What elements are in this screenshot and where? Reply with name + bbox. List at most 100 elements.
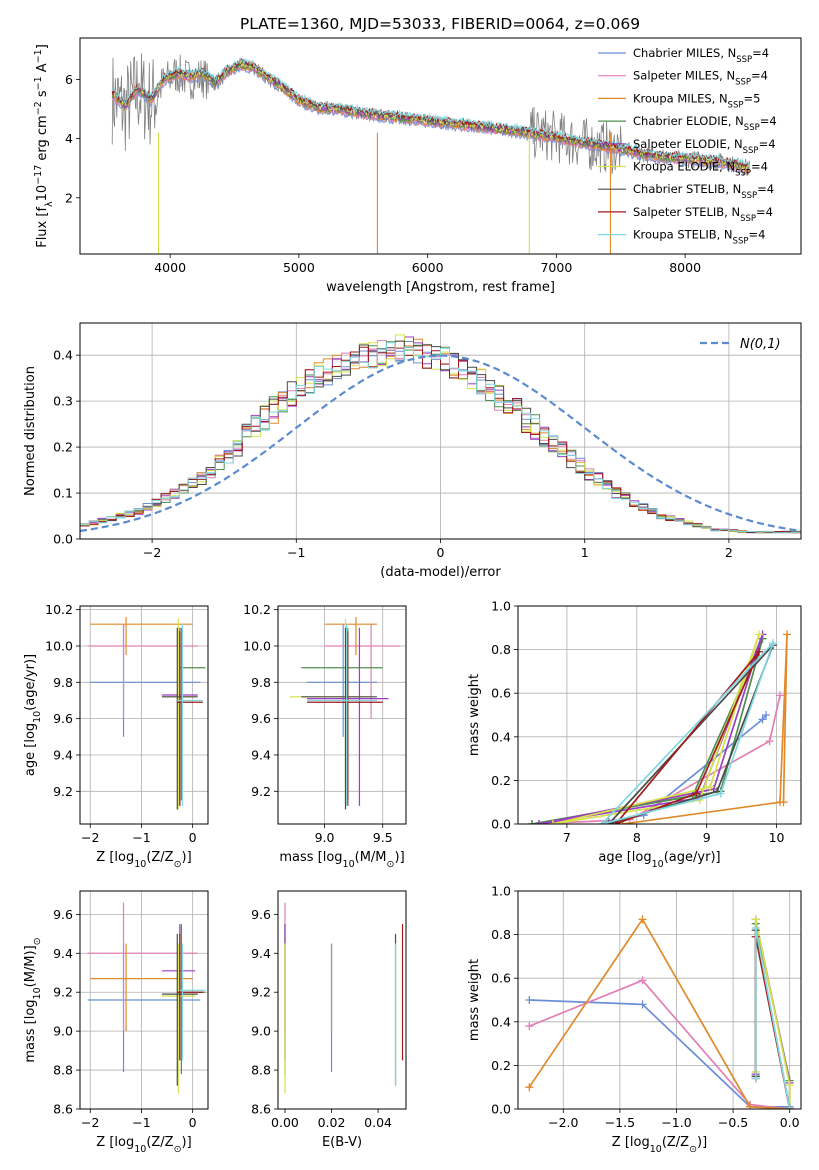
y-tick-label: 8.6 <box>251 1102 271 1117</box>
weight-line-7 <box>615 651 760 824</box>
y-tick-label: 0.8 <box>491 927 511 942</box>
y-tick-label: 0.1 <box>53 486 73 501</box>
axes-frame <box>277 890 407 1110</box>
x-tick-label: 7000 <box>540 260 572 275</box>
weight-marker <box>751 1074 760 1083</box>
legend-label: Salpeter ELODIE, NSSP=4 <box>633 137 776 156</box>
x-axis-label: Z [log10(Z/Z⊙)] <box>96 1135 191 1155</box>
y-tick-label: 8.8 <box>251 1063 271 1078</box>
x-tick-label: 0 <box>189 830 197 845</box>
legend-label: Chabrier MILES, NSSP=4 <box>633 46 769 65</box>
plot-area <box>525 915 794 1109</box>
weight-line-5 <box>552 634 760 824</box>
x-axis-label: mass [log10(M/M⊙)] <box>279 850 404 870</box>
weight-marker <box>638 1000 647 1009</box>
legend-label: Kroupa MILES, NSSP=5 <box>633 91 760 110</box>
x-tick-label: 0.04 <box>364 1115 392 1130</box>
x-tick-label: 8 <box>633 830 641 845</box>
y-tick-label: 0.0 <box>53 532 73 547</box>
errorbar-point-2 <box>90 616 193 656</box>
weight-marker <box>751 924 760 933</box>
legend-label: N(0,1) <box>740 337 781 352</box>
axes-frame <box>79 605 209 825</box>
weight-marker <box>755 647 764 656</box>
y-axis-label: mass weight <box>467 674 482 756</box>
plot-area <box>289 616 401 810</box>
weight-marker <box>746 1102 755 1109</box>
x-tick-label: −1 <box>132 830 150 845</box>
y-tick-label: 1.0 <box>491 599 511 614</box>
y-axis-label: Normed distribution <box>23 366 38 496</box>
y-axis-label: mass weight <box>467 959 482 1041</box>
weight-marker <box>527 820 536 824</box>
errorbar-point-8 <box>179 943 206 1061</box>
y-tick-label: 0.0 <box>491 1102 511 1117</box>
weight-line-2 <box>528 917 790 1109</box>
y-tick-label: 0.4 <box>491 729 511 744</box>
y-tick-label: 10.2 <box>45 602 73 617</box>
plot-area <box>284 902 404 1094</box>
errorbar-point-5 <box>161 618 196 810</box>
weight-line-2 <box>622 634 788 824</box>
weight-marker <box>716 789 725 798</box>
x-tick-label: 0 <box>437 545 445 560</box>
y-tick-label: 9.4 <box>251 946 271 961</box>
y-tick-label: 9.6 <box>251 711 271 726</box>
weight-marker <box>762 711 771 719</box>
y-tick-label: 9.8 <box>53 675 73 690</box>
x-tick-label: 6000 <box>412 260 444 275</box>
plot-area <box>527 630 792 824</box>
weight-marker <box>611 820 620 824</box>
weight-marker <box>548 820 557 824</box>
x-tick-label: 0.00 <box>271 1115 299 1130</box>
x-tick-label: 9 <box>703 830 711 845</box>
axes-frame <box>517 605 802 825</box>
histogram-8 <box>80 342 801 539</box>
y-tick-label: 0.0 <box>491 817 511 832</box>
y-tick-label: 1.0 <box>491 884 511 899</box>
x-axis-label: E(B-V) <box>322 1135 362 1150</box>
legend-label: Kroupa STELIB, NSSP=4 <box>633 228 765 247</box>
chart-panel-residuals: −2 −1 0 1 2 0.0 0.1 0.2 0.3 0.4 (data-model)/error… <box>23 322 802 580</box>
x-tick-label: 5000 <box>283 260 315 275</box>
axes-frame <box>79 37 802 255</box>
y-tick-label: 10.0 <box>45 638 73 653</box>
chart-panel-mass-vs-ebv: 0.00 0.02 0.04 8.6 8.8 9.0 9.2 9.4 9.6 E(B-V) <box>251 890 407 1150</box>
y-tick-label: 9.8 <box>251 675 271 690</box>
weight-marker <box>785 1081 794 1090</box>
x-axis-label: age [log10(age/yr)] <box>598 850 720 870</box>
y-tick-label: 9.6 <box>53 907 73 922</box>
gaussian-curve <box>80 354 801 532</box>
y-tick-label: 9.6 <box>53 711 73 726</box>
y-tick-label: 9.6 <box>251 907 271 922</box>
weight-marker <box>755 630 764 639</box>
x-axis-label: wavelength [Angstrom, rest frame] <box>326 280 555 295</box>
y-tick-label: 10.0 <box>243 638 271 653</box>
y-tick-label: 9.4 <box>53 946 73 961</box>
legend-label: Chabrier ELODIE, NSSP=4 <box>633 114 777 133</box>
chart-panel-age-vs-mass: 9.0 9.5 9.2 9.4 9.6 9.8 10.0 10.2 mass [log10(M/… <box>243 602 407 870</box>
x-tick-label: 9.5 <box>373 830 393 845</box>
y-tick-label: 0.8 <box>491 642 511 657</box>
y-axis-label: Flux [fλ10−17 erg cm−2 s−1 A−1] <box>33 44 55 248</box>
y-tick-label: 9.2 <box>53 784 73 799</box>
weight-marker <box>638 915 647 924</box>
y-tick-label: 0.6 <box>491 971 511 986</box>
x-tick-label: −2.0 <box>548 1115 578 1130</box>
weight-marker <box>779 798 788 807</box>
weight-marker <box>692 789 701 798</box>
y-tick-label: 9.4 <box>53 747 73 762</box>
x-tick-label: 2 <box>725 545 733 560</box>
y-tick-label: 0.4 <box>491 1014 511 1029</box>
y-tick-label: 0.4 <box>53 348 73 363</box>
errorbar-point-8 <box>307 624 377 806</box>
axes-frame <box>79 890 209 1110</box>
plot-area <box>87 616 206 810</box>
x-axis-label: (data-model)/error <box>380 565 501 580</box>
errorbar-point-7 <box>177 933 203 1061</box>
x-tick-label: 10 <box>769 830 785 845</box>
y-axis-label: age [log10(age/yr)] <box>23 654 43 776</box>
y-tick-label: 9.0 <box>251 1024 271 1039</box>
x-tick-label: 8000 <box>669 260 701 275</box>
